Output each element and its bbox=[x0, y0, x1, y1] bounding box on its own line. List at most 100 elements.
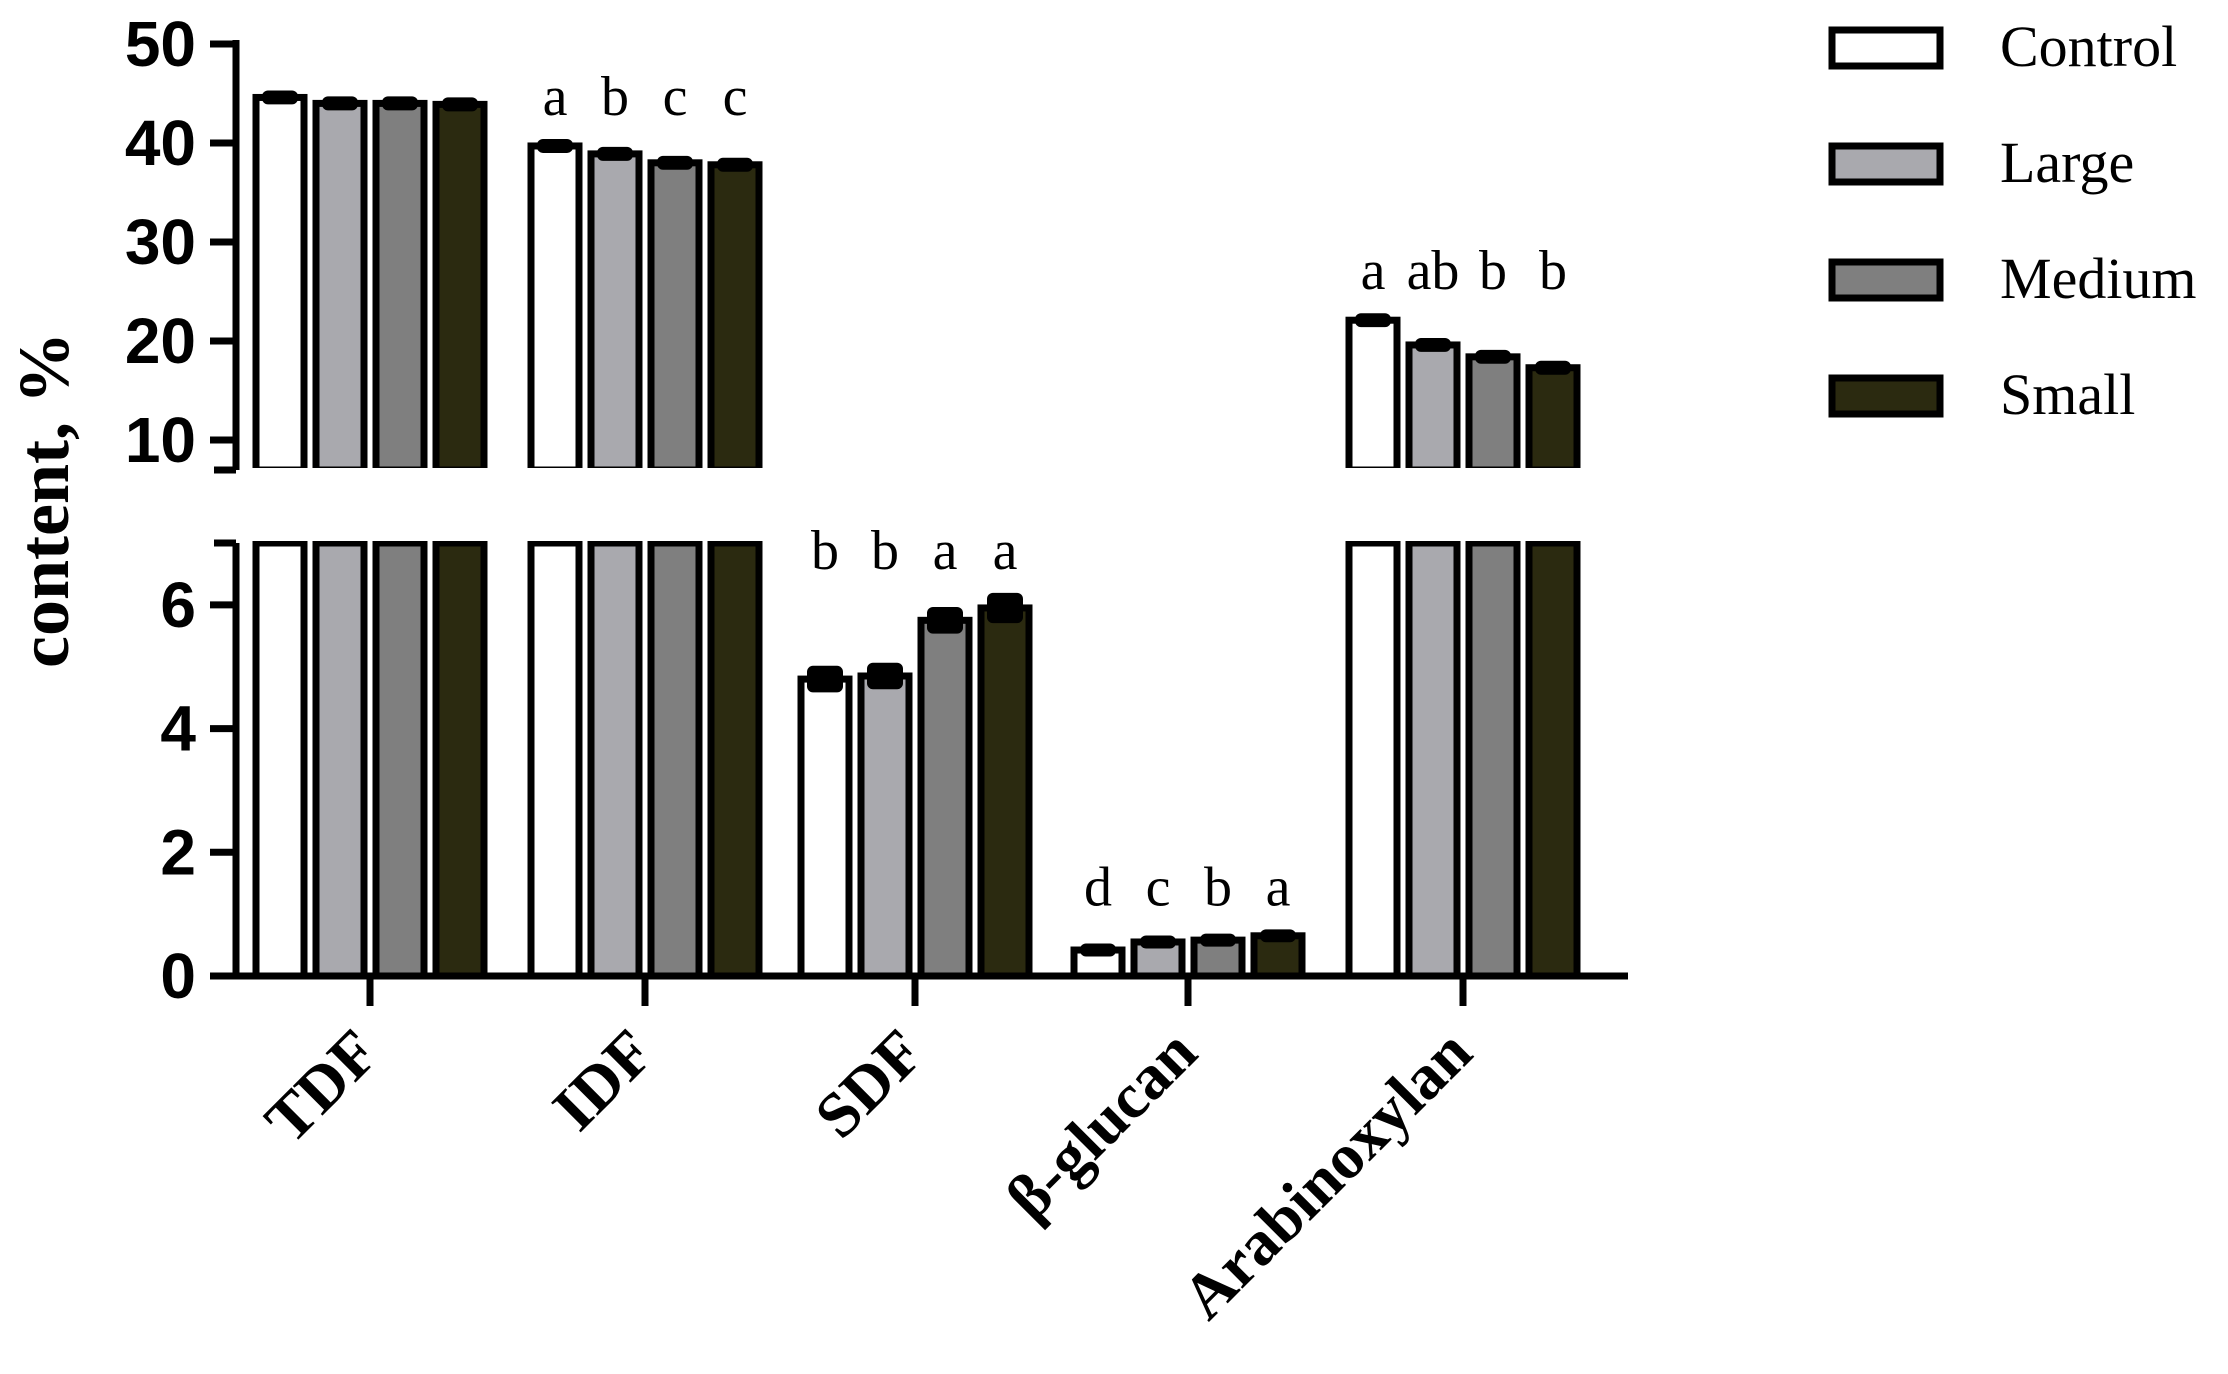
axis-break-gap bbox=[370, 529, 430, 541]
significance-label: c bbox=[723, 66, 748, 128]
bar bbox=[977, 604, 1033, 980]
y-tick-label: 2 bbox=[160, 816, 196, 888]
error-bar bbox=[1140, 935, 1176, 949]
error-bar bbox=[382, 96, 418, 111]
significance-label: ab bbox=[1407, 240, 1460, 302]
legend-label: Small bbox=[2000, 362, 2135, 427]
significance-label: b bbox=[1204, 856, 1232, 918]
significance-label: a bbox=[543, 66, 568, 128]
significance-label: b bbox=[1539, 240, 1567, 302]
axis-break-gap bbox=[1463, 529, 1523, 541]
bar-lower-segment bbox=[372, 539, 428, 980]
error-bar bbox=[657, 155, 693, 170]
error-bar bbox=[442, 97, 478, 112]
axis-break-gap bbox=[525, 529, 585, 541]
error-bar bbox=[262, 90, 298, 105]
error-bar bbox=[1415, 337, 1451, 352]
y-axis-title: content, % bbox=[4, 332, 84, 668]
bar-lower-segment bbox=[647, 539, 703, 980]
y-tick-label: 0 bbox=[160, 940, 196, 1012]
axis-break-gap bbox=[525, 468, 585, 488]
y-tick-label: 40 bbox=[125, 107, 196, 179]
legend: Control Large Medium Small bbox=[1828, 14, 2197, 427]
axes-layer bbox=[210, 40, 1628, 1006]
significance-label: b bbox=[871, 520, 899, 582]
error-bar bbox=[717, 157, 753, 172]
bar-upper-segment bbox=[707, 161, 763, 474]
axis-break-gap bbox=[1343, 529, 1403, 541]
error-bar bbox=[1200, 933, 1236, 947]
bar-upper-segment bbox=[527, 142, 583, 474]
bar-lower-segment bbox=[1525, 539, 1581, 980]
axis-break-gap bbox=[645, 529, 705, 541]
bars-layer bbox=[250, 90, 1583, 980]
x-tick-label: TDF bbox=[251, 1016, 392, 1157]
significance-label: d bbox=[1084, 856, 1112, 918]
error-bar bbox=[322, 96, 358, 111]
error-bar bbox=[1535, 360, 1571, 375]
bar-upper-segment bbox=[312, 99, 368, 474]
y-tick-label: 50 bbox=[125, 8, 196, 80]
bar-upper-segment bbox=[1525, 364, 1581, 474]
axis-break-gap bbox=[310, 529, 370, 541]
bar-lower-segment bbox=[252, 539, 308, 980]
error-bar bbox=[807, 665, 843, 693]
axis-break-gap bbox=[310, 468, 370, 488]
x-tick-label: Arabinoxylan bbox=[1168, 1016, 1485, 1333]
bar bbox=[857, 672, 913, 980]
bar-lower-segment bbox=[1405, 539, 1461, 980]
axis-break-gap bbox=[430, 529, 490, 541]
bar-upper-segment bbox=[1465, 353, 1521, 474]
significance-label: a bbox=[933, 520, 958, 582]
axis-break-gap bbox=[250, 468, 310, 488]
significance-label: c bbox=[663, 66, 688, 128]
axis-break-gap bbox=[705, 529, 765, 541]
significance-label: a bbox=[993, 520, 1018, 582]
significance-label: a bbox=[1361, 240, 1386, 302]
axis-break-gap bbox=[585, 529, 645, 541]
bar-upper-segment bbox=[432, 100, 488, 474]
error-bar bbox=[867, 662, 903, 690]
legend-label: Large bbox=[2000, 130, 2134, 195]
axis-break-gap bbox=[645, 468, 705, 488]
y-tick-label: 6 bbox=[160, 569, 196, 641]
bar-upper-segment bbox=[587, 150, 643, 474]
significance-label: b bbox=[811, 520, 839, 582]
axis-break-gap bbox=[430, 468, 490, 488]
axis-break-gap bbox=[250, 529, 310, 541]
error-bar bbox=[1355, 313, 1391, 328]
bar-lower-segment bbox=[432, 539, 488, 980]
legend-swatch bbox=[1828, 142, 1944, 186]
significance-label: b bbox=[1479, 240, 1507, 302]
error-bar bbox=[537, 139, 573, 153]
axis-break-gap bbox=[1523, 529, 1583, 541]
axis-break-gap bbox=[705, 468, 765, 488]
bar-lower-segment bbox=[587, 539, 643, 980]
error-bar bbox=[927, 607, 963, 634]
bar-lower-segment bbox=[1345, 539, 1401, 980]
legend-swatch bbox=[1828, 374, 1944, 418]
x-tick-label: β-glucan bbox=[993, 1016, 1210, 1233]
bar bbox=[797, 675, 853, 980]
y-tick-label: 10 bbox=[125, 404, 196, 476]
bar-upper-segment bbox=[1345, 316, 1401, 474]
error-bar bbox=[1080, 943, 1116, 957]
y-tick-label: 4 bbox=[160, 693, 196, 765]
axis-break-gap bbox=[1463, 468, 1523, 488]
error-bar bbox=[1475, 349, 1511, 364]
legend-label: Control bbox=[2000, 14, 2177, 79]
legend-label: Medium bbox=[2000, 246, 2197, 311]
error-bar bbox=[1260, 929, 1296, 943]
significance-label: c bbox=[1146, 856, 1171, 918]
y-tick-label: 30 bbox=[125, 206, 196, 278]
axis-break-gap bbox=[1403, 468, 1463, 488]
error-bar bbox=[987, 592, 1023, 624]
bar bbox=[917, 616, 973, 980]
bar-upper-segment bbox=[252, 93, 308, 474]
y-tick-label: 20 bbox=[125, 305, 196, 377]
legend-swatch bbox=[1828, 258, 1944, 302]
x-tick-label: SDF bbox=[801, 1016, 937, 1152]
bar-upper-segment bbox=[647, 159, 703, 474]
bar-lower-segment bbox=[707, 539, 763, 980]
